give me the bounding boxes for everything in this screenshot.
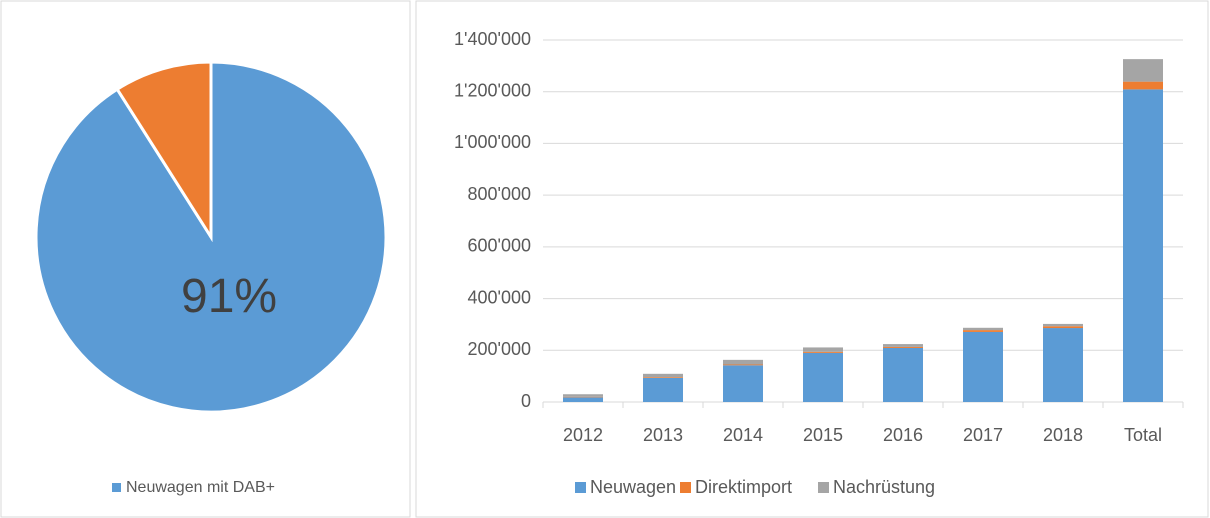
bar-segment [643,377,683,378]
x-tick-label: 2017 [963,425,1003,445]
y-tick-label: 1'000'000 [454,132,531,152]
bar-segment [723,359,763,365]
bar-segment [563,394,603,397]
x-tick-label: 2012 [563,425,603,445]
bar-segment [803,351,843,353]
y-tick-label: 1'400'000 [454,29,531,49]
legend-swatch [818,482,829,493]
y-tick-label: 0 [521,391,531,411]
y-tick-label: 400'000 [467,287,531,307]
pie-slice [115,60,213,243]
legend-label: Direktimport [695,477,792,497]
bar-segment [1123,89,1163,402]
bar-segment [1043,326,1083,329]
bar-segment [803,352,843,402]
bar-segment [723,364,763,366]
bar-segment [883,346,923,348]
bar-segment [963,327,1003,331]
bar-segment [563,396,603,398]
y-tick-label: 600'000 [467,236,531,256]
bar-segment [723,365,763,402]
x-tick-label: 2013 [643,425,683,445]
bar-panel [415,0,1209,518]
bar-segment [883,344,923,347]
bar-segment [963,331,1003,402]
bar-segment [883,347,923,402]
pie-panel [0,0,411,518]
legend-swatch [680,482,691,493]
y-tick-label: 800'000 [467,184,531,204]
legend-label: Neuwagen mit DAB+ [126,479,275,496]
slice-label: 91% [181,270,277,323]
bar-segment [643,373,683,378]
x-tick-label: Total [1124,425,1162,445]
x-tick-label: 2014 [723,425,763,445]
legend-label: Neuwagen [590,477,676,497]
x-tick-label: 2015 [803,425,843,445]
y-tick-label: 200'000 [467,339,531,359]
bar-segment [1123,59,1163,82]
y-tick-label: 1'200'000 [454,80,531,100]
x-tick-label: 2018 [1043,425,1083,445]
bar-segment [1043,328,1083,402]
bar-segment [1043,323,1083,327]
x-tick-label: 2016 [883,425,923,445]
legend-label: Nachrüstung [833,477,935,497]
bar-segment [1123,81,1163,90]
legend-swatch [112,483,121,492]
bar-segment [803,347,843,352]
bar-segment [963,330,1003,332]
bar-segment [643,377,683,402]
bar-segment [563,397,603,402]
legend-swatch [575,482,586,493]
